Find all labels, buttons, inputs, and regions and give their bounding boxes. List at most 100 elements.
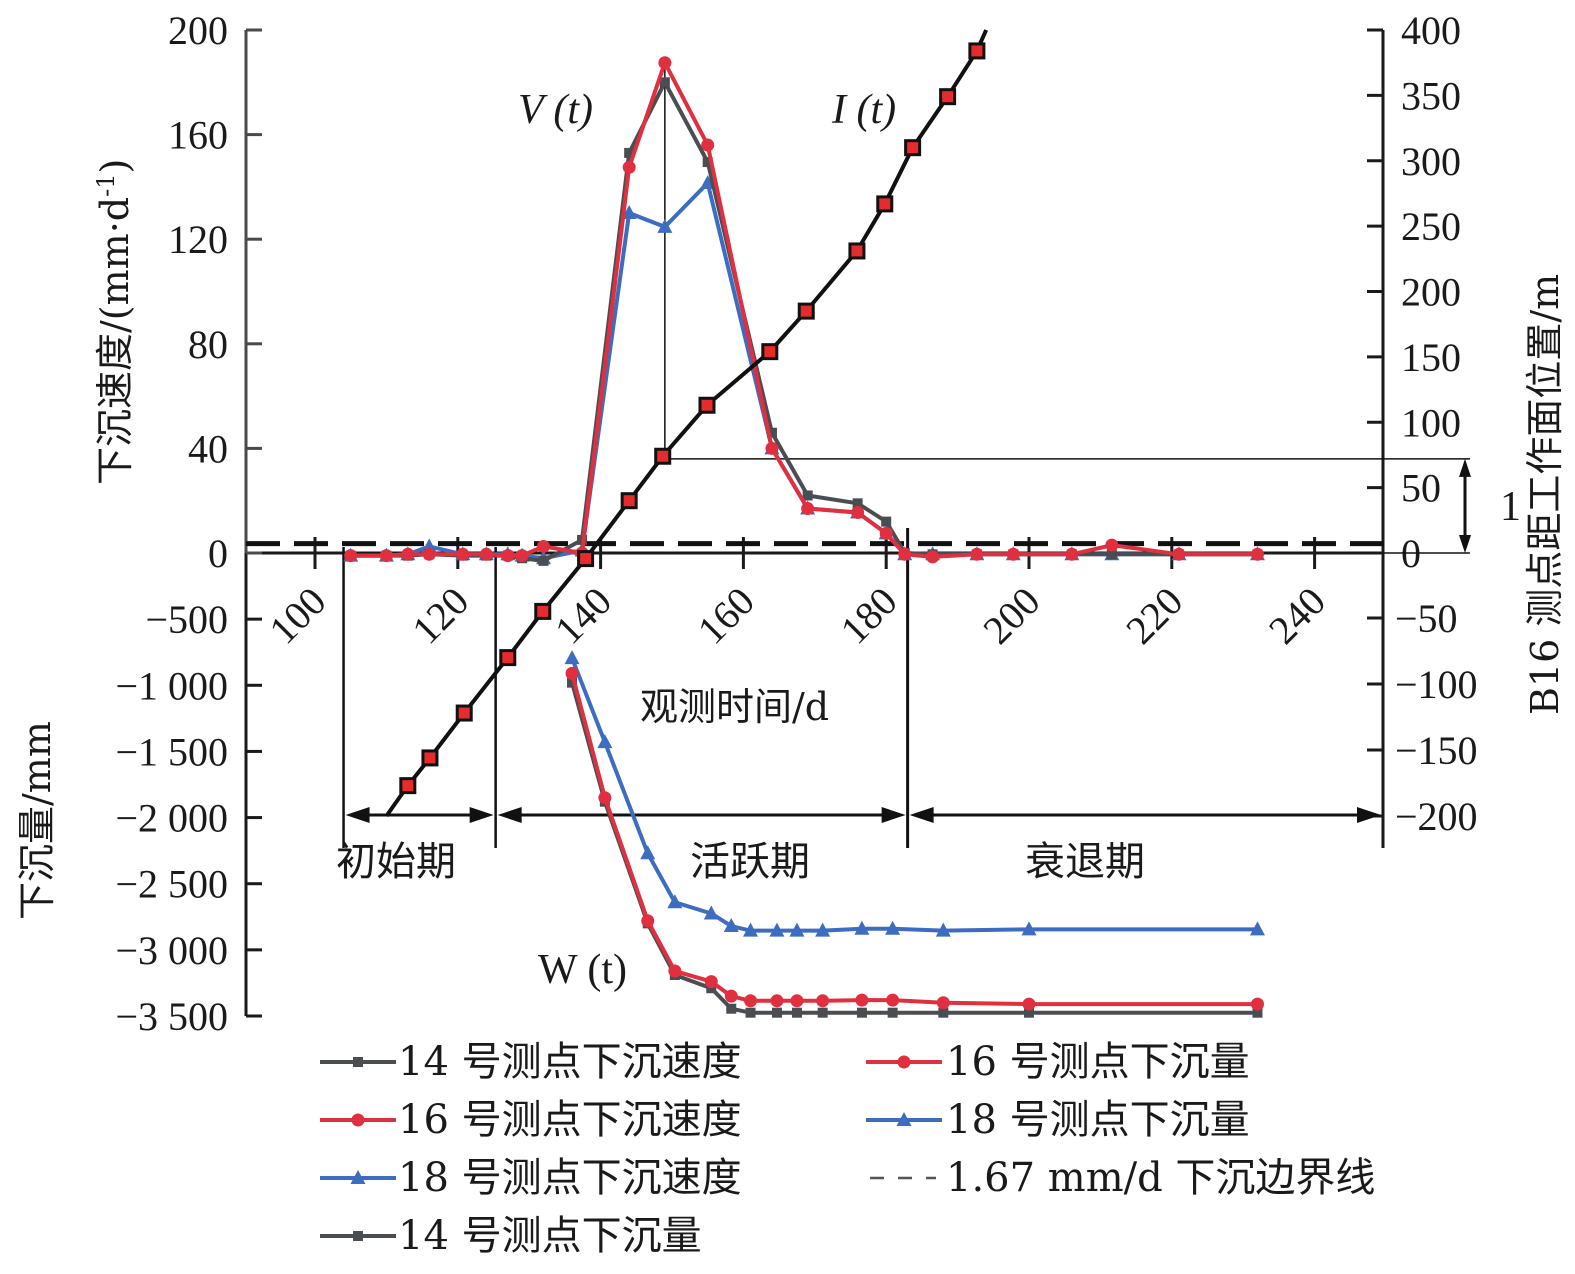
subsidence-point-p18 — [789, 922, 805, 937]
legend-label: 14 号测点下沉速度 — [398, 1039, 742, 1085]
subsidence-point-p18 — [597, 734, 613, 749]
annotation-velocity: V (t) — [518, 87, 593, 133]
legend-swatch — [320, 1113, 396, 1127]
velocity-point-p16 — [344, 549, 358, 563]
y-left-bottom-tick-label: −3 000 — [115, 928, 228, 973]
velocity-point-p14 — [659, 77, 670, 88]
annotation-advance: I (t) — [831, 87, 896, 133]
marker-1-arrowhead-down — [1459, 535, 1471, 553]
advance-point — [455, 704, 473, 722]
y-right-tick-label: 400 — [1401, 8, 1461, 53]
velocity-point-p16 — [422, 547, 436, 561]
phase-label-initial: 初始期 — [336, 839, 456, 885]
advance-point — [797, 302, 815, 320]
phase-arrow-active-head-right — [881, 807, 906, 823]
velocity-point-p16 — [879, 526, 893, 540]
subsidence-point-p18 — [667, 894, 683, 909]
subsidence-point-p14 — [1024, 1007, 1034, 1018]
velocity-point-p18 — [657, 218, 673, 233]
subsidence-point-p18 — [1021, 921, 1037, 936]
subsidence-point-p14 — [745, 1007, 756, 1018]
y-axis-left-bottom-title: 下沉量/mm — [15, 721, 59, 920]
subsidence-point-p14 — [817, 1007, 828, 1018]
legend-item-threshold: 1.67 mm/d 下沉边界线 — [870, 1155, 1375, 1201]
x-tick-label: 180 — [832, 578, 906, 652]
velocity-point-p18 — [421, 538, 437, 553]
legend-swatch — [320, 1170, 396, 1184]
velocity-point-p16 — [898, 547, 912, 561]
subsidence-point-p14 — [938, 1007, 949, 1018]
velocity-point-p14 — [702, 157, 713, 168]
subsidence-point-p18 — [564, 650, 580, 665]
legend-label: 16 号测点下沉量 — [946, 1039, 1250, 1085]
annotation-subsidence: W (t) — [538, 947, 627, 993]
legend-item-p16-velocity: 16 号测点下沉速度 — [320, 1097, 742, 1143]
velocity-point-p16 — [1105, 538, 1119, 552]
velocity-point-p16 — [515, 549, 529, 563]
legend-swatch-marker — [351, 1113, 365, 1127]
subsidence-point-p16 — [704, 975, 718, 989]
velocity-point-p16 — [379, 549, 393, 563]
x-tick-label: 200 — [974, 578, 1048, 652]
y-left-top-tick-label: 0 — [208, 531, 228, 576]
y-right-tick-label: 350 — [1401, 73, 1461, 118]
legend-swatch-marker — [350, 1170, 366, 1184]
y-left-top-tick-label: 200 — [168, 8, 228, 53]
legend-swatch-marker — [353, 1057, 363, 1067]
subsidence-point-p16 — [1250, 997, 1264, 1011]
advance-point — [499, 649, 517, 667]
velocity-point-p16 — [501, 549, 515, 563]
subsidence-point-p14 — [887, 1007, 898, 1018]
advance-point — [534, 602, 552, 620]
legend-label: 14 号测点下沉量 — [398, 1213, 702, 1259]
velocity-point-p14 — [802, 490, 813, 501]
phase-label-active: 活跃期 — [690, 839, 810, 885]
legend-label: 18 号测点下沉速度 — [398, 1155, 742, 1201]
x-tick-label: 220 — [1117, 578, 1191, 652]
legend-label: 16 号测点下沉速度 — [398, 1097, 742, 1143]
velocity-point-p16 — [622, 160, 636, 174]
advance-point — [904, 139, 922, 157]
velocity-point-p18 — [621, 205, 637, 220]
y-left-top-tick-label: 160 — [168, 113, 228, 158]
guide-lines-layer — [246, 63, 1471, 848]
velocity-point-p16 — [658, 56, 672, 70]
subsidence-line-p14 — [570, 682, 1258, 1015]
y-right-tick-label: 150 — [1401, 335, 1461, 380]
subsidence-point-p14 — [726, 1003, 737, 1014]
legend-swatch-marker — [896, 1112, 912, 1126]
subsidence-point-p16 — [668, 964, 682, 978]
phase-arrow-decline-head-right — [1357, 807, 1381, 823]
legend-item-p14-velocity: 14 号测点下沉速度 — [320, 1039, 742, 1085]
velocity-point-p16 — [926, 550, 940, 564]
y-right-tick-label: 250 — [1401, 204, 1461, 249]
legend-swatch — [320, 1057, 396, 1067]
y-left-bottom-tick-label: −3 500 — [115, 994, 228, 1039]
velocity-point-p16 — [970, 547, 984, 561]
subsidence-point-p14 — [706, 983, 717, 994]
phase-arrow-initial-head-left — [345, 807, 370, 823]
velocity-point-p16 — [1172, 547, 1186, 561]
velocity-point-p16 — [1006, 547, 1020, 561]
velocity-point-p16 — [536, 539, 550, 553]
advance-point — [939, 88, 957, 106]
advance-point — [399, 777, 417, 795]
y-left-top-tick-label: 80 — [188, 322, 228, 367]
legend-label: 18 号测点下沉量 — [946, 1097, 1250, 1143]
legend-label: 1.67 mm/d 下沉边界线 — [946, 1155, 1375, 1201]
advance-point — [577, 550, 595, 568]
subsidence-point-p14 — [567, 677, 578, 688]
marker-1-arrowhead-up — [1459, 458, 1471, 477]
legend-item-p14-subsidence: 14 号测点下沉量 — [320, 1213, 702, 1259]
series-layer — [343, 29, 1265, 1018]
subsidence-point-p14 — [771, 1007, 782, 1018]
subsidence-point-p16 — [565, 666, 579, 680]
y-left-bottom-tick-label: −2 000 — [115, 796, 228, 841]
phase-label-decline: 衰退期 — [1025, 839, 1145, 885]
velocity-point-p16 — [701, 138, 715, 152]
subsidence-point-p18 — [640, 845, 656, 860]
y-left-bottom-tick-label: −1 000 — [115, 663, 228, 708]
advance-point — [761, 343, 779, 361]
advance-point — [698, 396, 716, 414]
